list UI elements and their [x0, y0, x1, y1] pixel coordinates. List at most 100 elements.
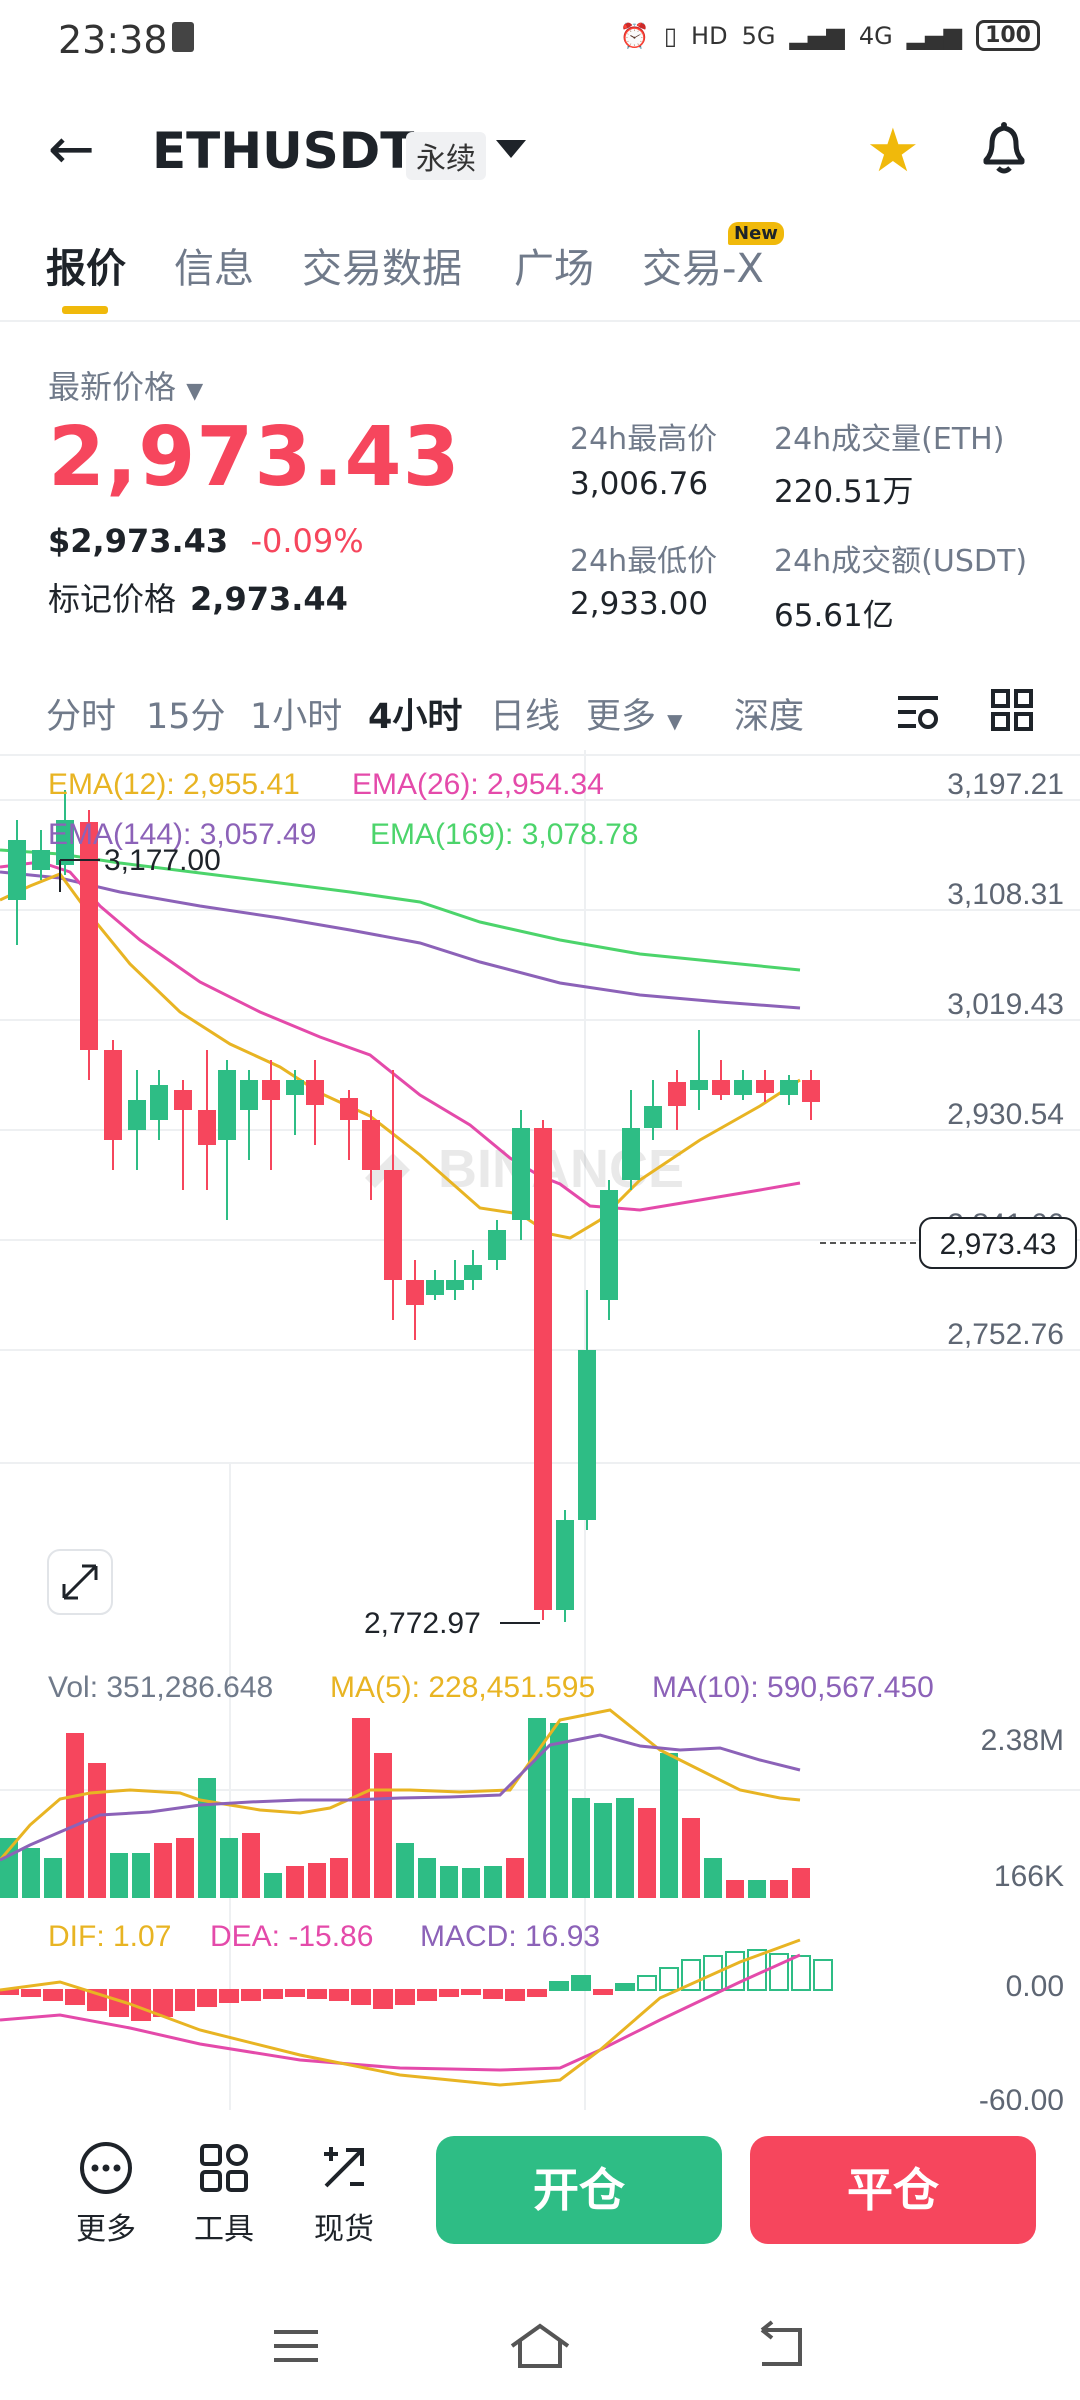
candle-body — [362, 1120, 380, 1170]
interval-1d[interactable]: 日线 — [490, 697, 561, 737]
macd-bar — [307, 1989, 327, 1999]
y-label-1: 3,108.31 — [947, 878, 1064, 911]
tab-quote[interactable]: 报价 — [46, 246, 126, 292]
interval-15m[interactable]: 15分 — [146, 697, 226, 737]
volume-bar — [594, 1803, 612, 1898]
volume-bar — [176, 1838, 194, 1898]
candle-body — [406, 1280, 424, 1305]
favorite-star-icon[interactable]: ★ — [866, 116, 920, 186]
back-arrow-icon[interactable]: ← — [48, 117, 95, 182]
interval-line[interactable]: 分时 — [46, 697, 117, 737]
volume-usdt-value: 65.61亿 — [774, 598, 894, 634]
expand-icon[interactable] — [47, 1549, 113, 1615]
usd-price-row: $2,973.43 -0.09% — [48, 522, 364, 560]
last-price: 2,973.43 — [48, 410, 461, 505]
more-button[interactable]: 更多 — [56, 2140, 156, 2248]
indicator-settings-icon[interactable] — [894, 688, 942, 740]
y-label-2: 3,019.43 — [947, 988, 1064, 1021]
tools-button[interactable]: 工具 — [174, 2140, 274, 2248]
signal-icon-2: ▂▄▆ — [906, 21, 963, 50]
last-price-label[interactable]: 最新价格 ▼ — [48, 368, 204, 406]
symbol-dropdown-icon[interactable] — [496, 140, 526, 158]
interval-1h[interactable]: 1小时 — [250, 697, 343, 737]
macd-bar — [417, 1989, 437, 2001]
volume-bar — [396, 1843, 414, 1898]
candle-body — [218, 1070, 236, 1140]
volume-bar — [550, 1723, 568, 1898]
volume-bar — [352, 1718, 370, 1898]
macd-bar — [571, 1975, 591, 1991]
mark-price-row: 标记价格 2,973.44 — [48, 574, 348, 620]
candle-body — [80, 822, 98, 1050]
volume-bar — [198, 1778, 216, 1898]
volume-bar — [308, 1863, 326, 1898]
net-4g-label: 4G — [858, 21, 893, 50]
candle-body — [128, 1100, 146, 1130]
candle-body — [262, 1080, 280, 1100]
usd-price: $2,973.43 — [48, 522, 229, 560]
macd-bar — [329, 1989, 349, 2001]
tab-trade-x[interactable]: 交易-X — [642, 246, 764, 292]
grid-layout-icon[interactable] — [990, 688, 1034, 736]
bell-icon[interactable] — [972, 116, 1036, 184]
kline-svg[interactable]: BINANCE 3,197.21 3,108.31 3,019.43 2,930… — [0, 750, 1080, 2117]
ema26-line — [0, 860, 801, 1212]
tools-label: 工具 — [194, 2212, 254, 2247]
volume-bar — [374, 1753, 392, 1898]
close-position-button[interactable]: 平仓 — [750, 2136, 1036, 2244]
volume-bar — [792, 1868, 810, 1898]
menu-icon[interactable] — [270, 2326, 322, 2366]
contract-tag: 永续 — [406, 132, 486, 180]
candle-body — [32, 850, 50, 870]
candle-body — [240, 1080, 258, 1110]
volume-bar — [66, 1733, 84, 1898]
ema169-label: EMA(169): 3,078.78 — [370, 818, 639, 851]
macd-bar — [791, 1955, 811, 1991]
volume-bar — [44, 1858, 62, 1898]
system-nav-bar — [0, 2300, 1080, 2400]
tab-trade-data[interactable]: 交易数据 — [302, 246, 462, 292]
spot-button[interactable]: 现货 — [294, 2140, 394, 2248]
tab-info[interactable]: 信息 — [174, 246, 254, 292]
candle-body — [104, 1050, 122, 1140]
back-nav-icon[interactable] — [752, 2320, 808, 2372]
home-icon[interactable] — [508, 2320, 572, 2372]
volume-bar — [682, 1818, 700, 1898]
macd-bar — [461, 1989, 481, 1995]
low-marker: 2,772.97 — [364, 1607, 481, 1640]
volume-bar — [616, 1798, 634, 1898]
ema144-label: EMA(144): 3,057.49 — [48, 818, 317, 851]
divider — [0, 754, 1080, 756]
volume-bar — [704, 1858, 722, 1898]
symbol-title[interactable]: ETHUSDT — [152, 122, 415, 180]
macd-bar — [153, 1989, 173, 2017]
volume-bar — [770, 1880, 788, 1898]
volume-bar — [638, 1808, 656, 1898]
tab-square[interactable]: 广场 — [514, 246, 594, 292]
kline-chart[interactable]: BINANCE 3,197.21 3,108.31 3,019.43 2,930… — [0, 750, 1080, 2117]
candle-body — [622, 1128, 640, 1180]
vol-label: Vol: 351,286.648 — [48, 1671, 273, 1704]
macd-bar — [351, 1989, 371, 2005]
alarm-icon: ⏰ — [619, 21, 650, 50]
interval-depth[interactable]: 深度 — [734, 697, 805, 737]
volume-bar — [572, 1798, 590, 1898]
volume-bar — [330, 1858, 348, 1898]
macd-bar — [175, 1989, 195, 2011]
macd-bar — [549, 1981, 569, 1991]
spot-swap-icon — [324, 2147, 364, 2188]
volume-bar — [22, 1848, 40, 1898]
dif-line — [0, 1938, 801, 2087]
open-position-button[interactable]: 开仓 — [436, 2136, 722, 2244]
interval-bar: 分时 15分 1小时 4小时 日线 更多 ▼ 深度 — [0, 684, 1080, 744]
interval-4h[interactable]: 4小时 — [368, 697, 463, 737]
volume-bar — [154, 1843, 172, 1898]
macd-bar — [439, 1989, 459, 1997]
macd-bar — [241, 1989, 261, 2001]
ema169-line — [0, 848, 801, 972]
interval-more[interactable]: 更多 ▼ — [586, 697, 683, 737]
volume-bar — [264, 1873, 282, 1898]
candle-body — [340, 1098, 358, 1120]
high-value: 3,006.76 — [570, 466, 709, 502]
net-5g-label: 5G — [741, 21, 776, 50]
